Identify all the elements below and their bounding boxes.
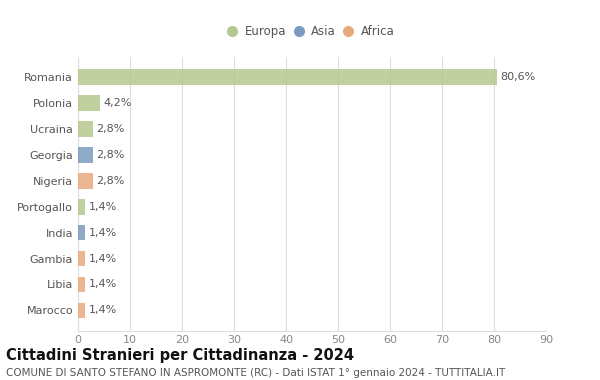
Text: 2,8%: 2,8%	[95, 150, 124, 160]
Text: 2,8%: 2,8%	[95, 176, 124, 186]
Text: 1,4%: 1,4%	[88, 253, 116, 264]
Bar	[78, 251, 85, 266]
Bar	[78, 147, 92, 163]
Text: COMUNE DI SANTO STEFANO IN ASPROMONTE (RC) - Dati ISTAT 1° gennaio 2024 - TUTTIT: COMUNE DI SANTO STEFANO IN ASPROMONTE (R…	[6, 368, 505, 378]
Text: 1,4%: 1,4%	[88, 279, 116, 290]
Text: 4,2%: 4,2%	[103, 98, 131, 108]
Text: 80,6%: 80,6%	[500, 72, 535, 82]
Bar	[78, 225, 85, 241]
Bar	[78, 302, 85, 318]
Text: 1,4%: 1,4%	[88, 202, 116, 212]
Bar	[78, 95, 100, 111]
Bar	[78, 277, 85, 292]
Bar	[78, 70, 497, 85]
Legend: Europa, Asia, Africa: Europa, Asia, Africa	[226, 22, 398, 42]
Bar	[78, 173, 92, 188]
Text: 1,4%: 1,4%	[88, 228, 116, 238]
Text: Cittadini Stranieri per Cittadinanza - 2024: Cittadini Stranieri per Cittadinanza - 2…	[6, 348, 354, 363]
Text: 2,8%: 2,8%	[95, 124, 124, 134]
Bar	[78, 121, 92, 137]
Bar	[78, 199, 85, 215]
Text: 1,4%: 1,4%	[88, 306, 116, 315]
